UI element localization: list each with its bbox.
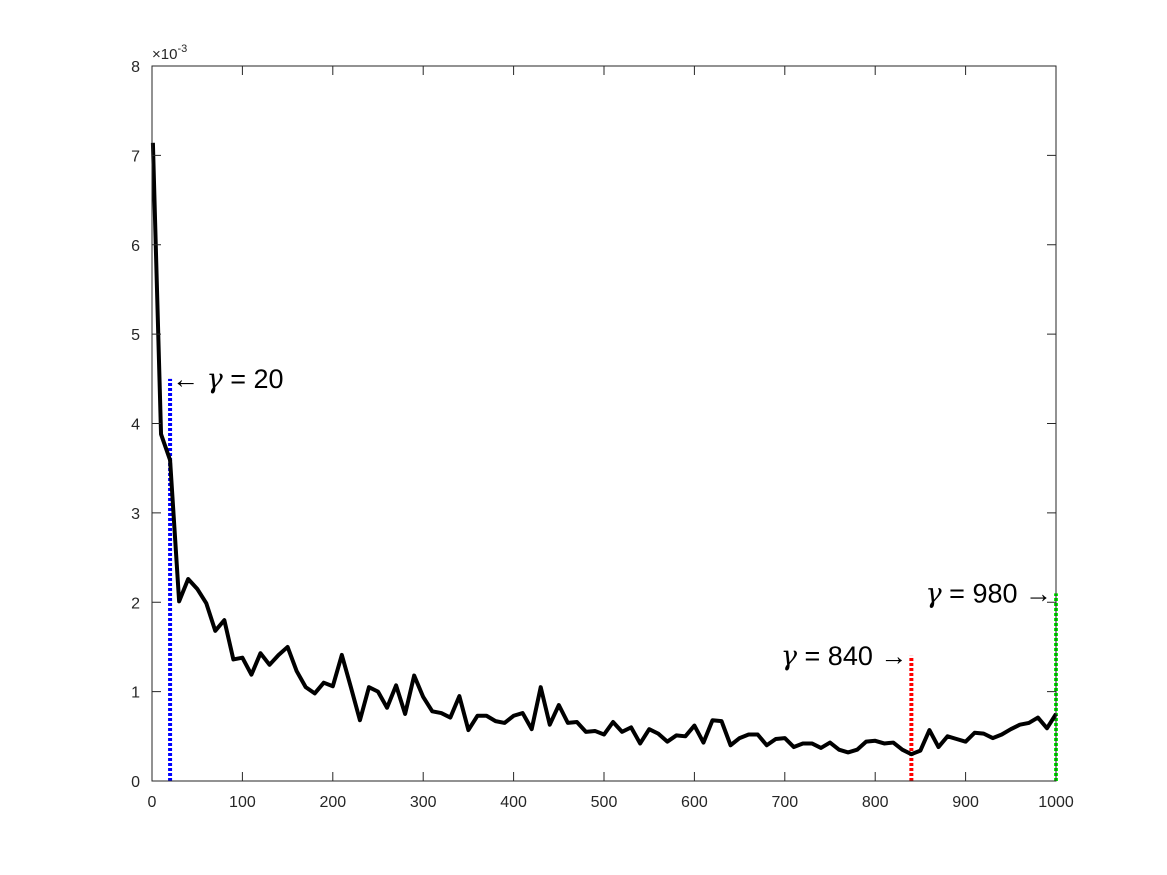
marker-annotation: γ = 840 → bbox=[781, 641, 907, 672]
marker-annotation: ← γ = 20 bbox=[172, 364, 283, 395]
x-tick-label: 900 bbox=[952, 794, 979, 811]
x-axis: 0 100 200 300 400 500 600 700 800 900 1000 bbox=[148, 66, 1074, 811]
annotation-gamma: γ bbox=[207, 364, 224, 395]
annotations: ← γ = 20γ = 840 →γ = 980 → bbox=[172, 364, 1052, 672]
annotation-arrow: → bbox=[880, 641, 907, 671]
x-tick-label: 500 bbox=[591, 794, 618, 811]
x-tick-label: 300 bbox=[410, 794, 437, 811]
x-tick-label: 700 bbox=[771, 794, 798, 811]
y-tick-label: 7 bbox=[131, 148, 140, 165]
x-tick-label: 800 bbox=[862, 794, 889, 811]
y-tick-label: 5 bbox=[131, 327, 140, 344]
annotation-value: = 20 bbox=[223, 364, 284, 394]
y-multiplier-base: ×10 bbox=[152, 46, 177, 63]
x-tick-label: 100 bbox=[229, 794, 256, 811]
y-tick-label: 0 bbox=[131, 774, 140, 791]
annotation-value: = 840 bbox=[797, 641, 880, 671]
series-group bbox=[150, 142, 1058, 757]
annotation-arrow: → bbox=[1025, 578, 1052, 608]
series-line bbox=[150, 142, 1058, 757]
x-tick-label: 400 bbox=[500, 794, 527, 811]
y-tick-label: 1 bbox=[131, 685, 140, 702]
marker-annotation: γ = 980 → bbox=[926, 578, 1052, 609]
y-tick-label: 2 bbox=[131, 595, 140, 612]
x-tick-label: 200 bbox=[319, 794, 346, 811]
y-tick-label: 8 bbox=[131, 59, 140, 76]
x-tick-label: 1000 bbox=[1038, 794, 1074, 811]
y-tick-label: 4 bbox=[131, 417, 140, 434]
plot-area bbox=[152, 66, 1056, 781]
x-tick-label: 600 bbox=[681, 794, 708, 811]
annotation-gamma: γ bbox=[781, 641, 798, 672]
x-tick-label: 0 bbox=[148, 794, 157, 811]
annotation-gamma: γ bbox=[926, 578, 943, 609]
y-multiplier-label: ×10-3 bbox=[152, 43, 187, 63]
annotation-arrow: ← bbox=[172, 364, 207, 394]
y-tick-label: 3 bbox=[131, 506, 140, 523]
annotation-value: = 980 bbox=[942, 578, 1025, 608]
y-multiplier-exponent: -3 bbox=[177, 43, 187, 55]
y-axis: 0 1 2 3 4 5 6 7 8 bbox=[131, 59, 1056, 791]
y-tick-label: 6 bbox=[131, 238, 140, 255]
